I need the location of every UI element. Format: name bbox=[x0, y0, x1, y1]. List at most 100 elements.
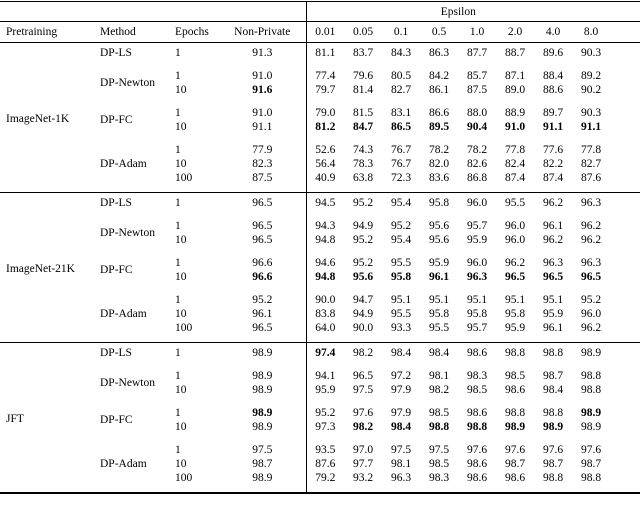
epsilon-value-cell: 94.6 bbox=[305, 255, 344, 270]
epsilon-value-cell: 64.0 bbox=[305, 320, 344, 335]
epsilon-value-cell: 98.4 bbox=[428, 346, 450, 359]
epsilon-value-cell: 79.6 bbox=[352, 69, 374, 82]
epsilon-value-cell: 95.9 bbox=[466, 233, 488, 246]
pad-row bbox=[0, 192, 640, 196]
epsilon-value-cell: 96.1 bbox=[542, 321, 564, 334]
epsilon-value-cell: 98.6 bbox=[504, 383, 526, 396]
pretraining-cell: JFT bbox=[6, 412, 24, 425]
epsilon-value-cell: 98.8 bbox=[542, 346, 564, 359]
epochs-cell: 1 bbox=[175, 293, 181, 306]
epsilon-value-cell: 86.1 bbox=[428, 83, 450, 96]
epsilon-value-cell: 82.7 bbox=[390, 83, 412, 96]
epsilon-value-cell: 96.0 bbox=[580, 307, 602, 320]
epsilon-value-cell: 94.8 bbox=[305, 269, 344, 284]
epsilon-value-cell: 98.7 bbox=[542, 457, 564, 470]
epsilon-value-cell: 81.5 bbox=[352, 106, 374, 119]
method-cell: DP-FC bbox=[100, 263, 133, 276]
epsilon-value-cell: 91.1 bbox=[580, 120, 602, 133]
epsilon-value-cell: 95.5 bbox=[428, 321, 450, 334]
epsilon-value-cell: 83.6 bbox=[428, 171, 450, 184]
epsilon-value-cell: 98.8 bbox=[580, 383, 602, 396]
pad-row bbox=[0, 342, 640, 346]
epsilon-value-cell: 98.4 bbox=[542, 383, 564, 396]
filler bbox=[610, 157, 640, 171]
non-private-cell: 91.3 bbox=[252, 46, 273, 59]
pretraining-block: JFT DP-LS 1 98.9 97.4 98.2 98.4 98.4 98.6 98.8 98.… bbox=[0, 342, 640, 493]
epsilon-value-cell: 94.5 bbox=[305, 195, 344, 210]
row-spacer bbox=[93, 185, 306, 193]
epsilon-value-cell: 79.2 bbox=[305, 470, 344, 485]
epsilon-value-cell: 95.5 bbox=[390, 307, 412, 320]
epsilon-value-cell: 82.2 bbox=[542, 157, 564, 170]
filler bbox=[610, 256, 640, 270]
epsilon-value-cell: 87.4 bbox=[542, 171, 564, 184]
row-spacer bbox=[93, 360, 306, 369]
col-header-epsilon-8.0: 8.0 bbox=[583, 26, 599, 38]
epochs-cell: 1 bbox=[175, 256, 181, 269]
row-spacer bbox=[305, 184, 640, 193]
epsilon-value-cell: 95.6 bbox=[428, 233, 450, 246]
col-header-pretraining: Pretraining bbox=[6, 26, 58, 38]
epsilon-value-cell: 94.1 bbox=[305, 368, 344, 383]
epsilon-value-cell: 95.6 bbox=[352, 270, 374, 283]
epochs-cell: 1 bbox=[175, 143, 181, 156]
filler bbox=[610, 83, 640, 97]
filler bbox=[610, 22, 640, 43]
filler bbox=[610, 196, 640, 210]
non-private-cell: 91.6 bbox=[252, 83, 273, 96]
epsilon-value-cell: 93.3 bbox=[390, 321, 412, 334]
epsilon-value-cell: 97.6 bbox=[504, 443, 526, 456]
epsilon-value-cell: 82.7 bbox=[580, 157, 602, 170]
epsilon-value-cell: 98.4 bbox=[390, 420, 412, 433]
data-row: DP-FC 1 98.9 95.2 97.6 97.9 98.5 98.6 98.8 98.8 98… bbox=[0, 405, 640, 426]
epsilon-value-cell: 97.7 bbox=[352, 457, 374, 470]
epsilon-value-cell: 81.2 bbox=[305, 119, 344, 134]
non-private-cell: 98.9 bbox=[252, 369, 273, 382]
filler bbox=[610, 420, 640, 434]
epsilon-value-cell: 96.2 bbox=[504, 256, 526, 269]
row-spacer bbox=[305, 484, 640, 493]
epsilon-value-cell: 83.1 bbox=[390, 106, 412, 119]
epsilon-value-cell: 98.3 bbox=[428, 471, 450, 484]
epsilon-value-cell: 40.9 bbox=[305, 170, 344, 185]
epsilon-value-cell: 98.5 bbox=[504, 369, 526, 382]
epsilon-value-cell: 81.1 bbox=[305, 45, 344, 60]
spacer-row bbox=[0, 396, 640, 406]
pretraining-block: ImageNet-21K DP-LS 1 96.5 94.5 95.2 95.4 95.8 96… bbox=[0, 192, 640, 343]
epsilon-value-cell: 95.2 bbox=[305, 405, 344, 420]
epsilon-value-cell: 52.6 bbox=[305, 142, 344, 157]
epsilon-value-cell: 90.2 bbox=[580, 83, 602, 96]
epsilon-value-cell: 83.7 bbox=[352, 46, 374, 59]
method-cell: DP-Newton bbox=[100, 226, 155, 239]
epsilon-value-cell: 89.6 bbox=[542, 46, 564, 59]
epsilon-value-cell: 95.2 bbox=[352, 233, 374, 246]
data-row: 10 98.9 97.3 98.2 98.4 98.8 98.8 98.9 98.9 98.9 bbox=[0, 419, 640, 434]
non-private-cell: 96.6 bbox=[252, 270, 273, 283]
epsilon-value-cell: 96.2 bbox=[542, 233, 564, 246]
epsilon-value-cell: 76.7 bbox=[390, 157, 412, 170]
epsilon-value-cell: 90.3 bbox=[580, 46, 602, 59]
col-header-non-private: Non-Private bbox=[234, 26, 291, 38]
epsilon-value-cell: 95.8 bbox=[428, 196, 450, 209]
epsilon-value-cell: 94.9 bbox=[352, 219, 374, 232]
pad-row bbox=[0, 484, 640, 493]
epsilon-value-cell: 74.3 bbox=[352, 143, 374, 156]
epsilon-value-cell: 97.4 bbox=[305, 345, 344, 360]
epsilon-value-cell: 96.0 bbox=[504, 233, 526, 246]
epsilon-value-cell: 98.1 bbox=[390, 457, 412, 470]
epsilon-value-cell: 95.8 bbox=[466, 307, 488, 320]
row-spacer bbox=[305, 96, 640, 106]
non-private-cell: 95.2 bbox=[252, 293, 273, 306]
epsilon-value-cell: 96.3 bbox=[390, 471, 412, 484]
epsilon-value-cell: 78.2 bbox=[428, 143, 450, 156]
row-spacer bbox=[93, 397, 306, 406]
row-spacer bbox=[93, 134, 306, 143]
epsilon-value-cell: 97.2 bbox=[390, 369, 412, 382]
epsilon-value-cell: 90.0 bbox=[352, 321, 374, 334]
spacer-row bbox=[0, 246, 640, 256]
epsilon-value-cell: 98.6 bbox=[466, 346, 488, 359]
row-spacer bbox=[93, 60, 306, 69]
pretraining-block: ImageNet-1K DP-LS 1 91.3 81.1 83.7 84.3 86.3 87.… bbox=[0, 42, 640, 193]
epsilon-value-cell: 95.9 bbox=[428, 256, 450, 269]
filler bbox=[610, 2, 640, 22]
